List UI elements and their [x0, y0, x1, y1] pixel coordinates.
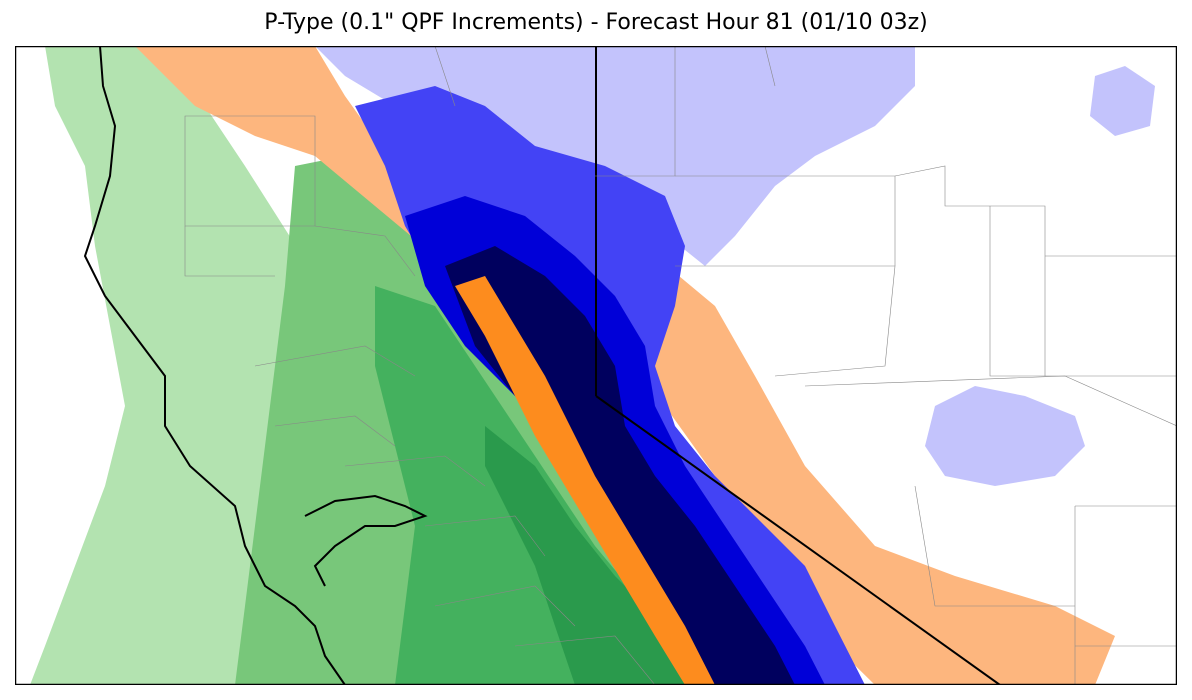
map-frame [15, 46, 1177, 685]
bay-outline [304, 494, 428, 587]
snow-light-ne-patch [1090, 66, 1155, 136]
map-title: P-Type (0.1" QPF Increments) - Forecast … [264, 10, 928, 35]
precip-type-map [15, 46, 1177, 685]
mix-moderate-region [455, 276, 715, 685]
map-frame-border [15, 46, 1177, 685]
coastline [83, 46, 346, 685]
state-border-ca-nv-diagonal [595, 395, 1001, 685]
county-lines [184, 46, 1177, 685]
mix-light-region [135, 46, 1115, 685]
snow-light-east-patch [925, 386, 1085, 486]
